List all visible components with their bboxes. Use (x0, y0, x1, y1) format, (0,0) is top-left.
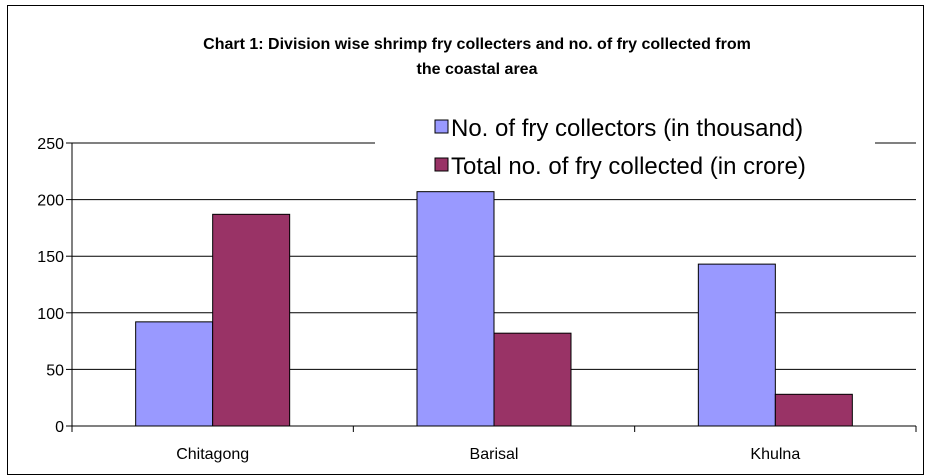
y-tick-label: 200 (37, 193, 64, 210)
y-tick-label: 250 (37, 136, 64, 153)
y-tick-label: 100 (37, 306, 64, 323)
y-tick-label: 50 (46, 362, 64, 379)
bars (135, 191, 853, 427)
chart-title-line-2: the coastal area (417, 61, 538, 78)
legend: No. of fry collectors (in thousand) Tota… (375, 109, 875, 191)
x-category-label: Chitagong (176, 446, 249, 463)
bar-collectors-chitagong (135, 321, 214, 427)
bar-fry-collected-khulna (774, 393, 853, 427)
bar-chart: Chart 1: Division wise shrimp fry collec… (37, 36, 917, 463)
legend-label-fry-collected: Total no. of fry collected (in crore) (451, 153, 806, 180)
legend-background (375, 109, 875, 191)
bar-collectors-barisal (416, 191, 495, 427)
x-category-label: Khulna (750, 446, 800, 463)
bar-fry-collected-chitagong (212, 213, 291, 427)
axes: 0 50 100 150 200 250 Chitagong Barisal Khulna (37, 136, 917, 463)
chart-frame: Chart 1: Division wise shrimp fry collec… (7, 5, 924, 475)
x-category-label: Barisal (470, 446, 519, 463)
bar-fry-collected-barisal (493, 332, 572, 427)
chart-title-line-1: Chart 1: Division wise shrimp fry collec… (203, 36, 751, 53)
y-tick-label: 0 (55, 419, 64, 436)
legend-swatch-fry-collected (434, 157, 449, 172)
bar-collectors-khulna (697, 263, 776, 427)
legend-label-collectors: No. of fry collectors (in thousand) (451, 115, 803, 142)
legend-swatch-collectors (434, 119, 449, 134)
y-tick-label: 150 (37, 249, 64, 266)
